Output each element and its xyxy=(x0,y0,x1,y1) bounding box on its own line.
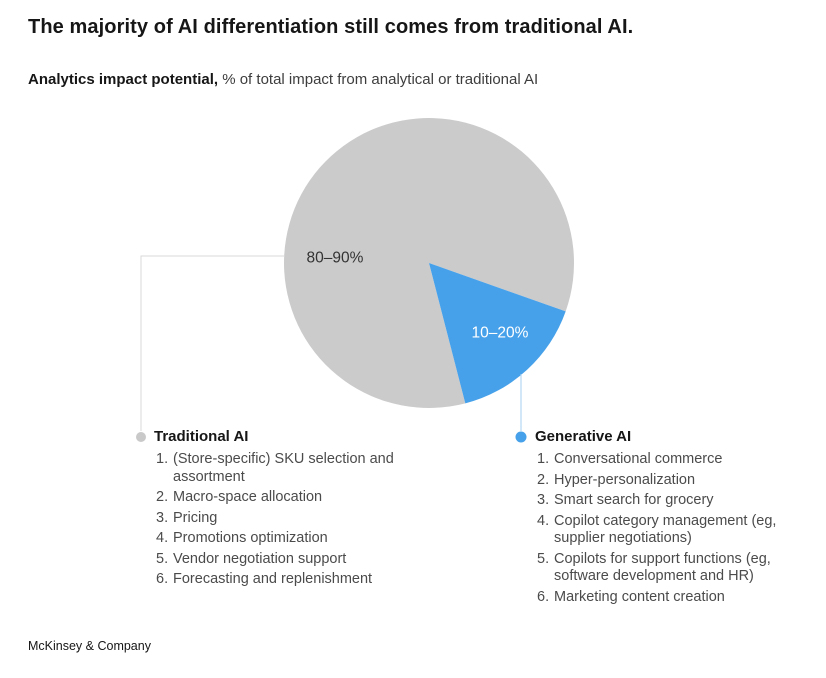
pie-slice-generative-ai xyxy=(429,263,566,404)
legend-title-traditional: Traditional AI xyxy=(154,428,249,445)
subtitle-rest: % of total impact from analytical or tra… xyxy=(218,71,539,88)
leader-line-traditional xyxy=(140,255,284,431)
page-title: The majority of AI differentiation still… xyxy=(28,16,634,38)
legend-generative-ai: Generative AI Conversational commerce Hyp… xyxy=(535,428,799,609)
legend-list-item: Macro-space allocation xyxy=(156,489,323,506)
legend-list-item: Conversational commerce xyxy=(537,451,723,468)
slice-value-label-traditional-ai: 80–90% xyxy=(307,250,364,267)
legend-list-item: Promotions optimization xyxy=(156,530,328,547)
legend-traditional-ai: Traditional AI (Store-specific) SKU sele… xyxy=(154,428,418,592)
legend-title-generative: Generative AI xyxy=(535,428,632,445)
subtitle-lead: Analytics impact potential, xyxy=(28,71,219,88)
legend-list-item: Hyper-personalization xyxy=(537,471,696,489)
legend-list-item: Copilots for support functions (eg, soft… xyxy=(537,550,771,585)
legend-list-item: Pricing xyxy=(156,509,218,527)
legend-list-item: Forecasting and replenishment xyxy=(156,571,373,588)
legend-list-item: Smart search for grocery xyxy=(537,492,714,509)
brand-footer: McKinsey & Company xyxy=(28,639,151,653)
legend-list-item: Marketing content creation xyxy=(537,588,725,606)
legend-list-item: Copilot category management (eg, supplie… xyxy=(537,512,777,547)
slice-value-label-generative-ai: 10–20% xyxy=(472,325,529,342)
legend-dot-traditional-icon xyxy=(136,432,146,442)
legend-list-item: Vendor negotiation support xyxy=(156,550,347,568)
chart-subtitle: Analytics impact potential, % of total i… xyxy=(28,70,538,89)
generative-ai-list: Conversational commerce Hyper-personaliza… xyxy=(535,451,791,606)
legend-dot-generative-icon xyxy=(515,431,527,443)
traditional-ai-list: (Store-specific) SKU selection and assor… xyxy=(154,451,410,589)
legend-list-item: (Store-specific) SKU selection and assor… xyxy=(156,451,394,485)
